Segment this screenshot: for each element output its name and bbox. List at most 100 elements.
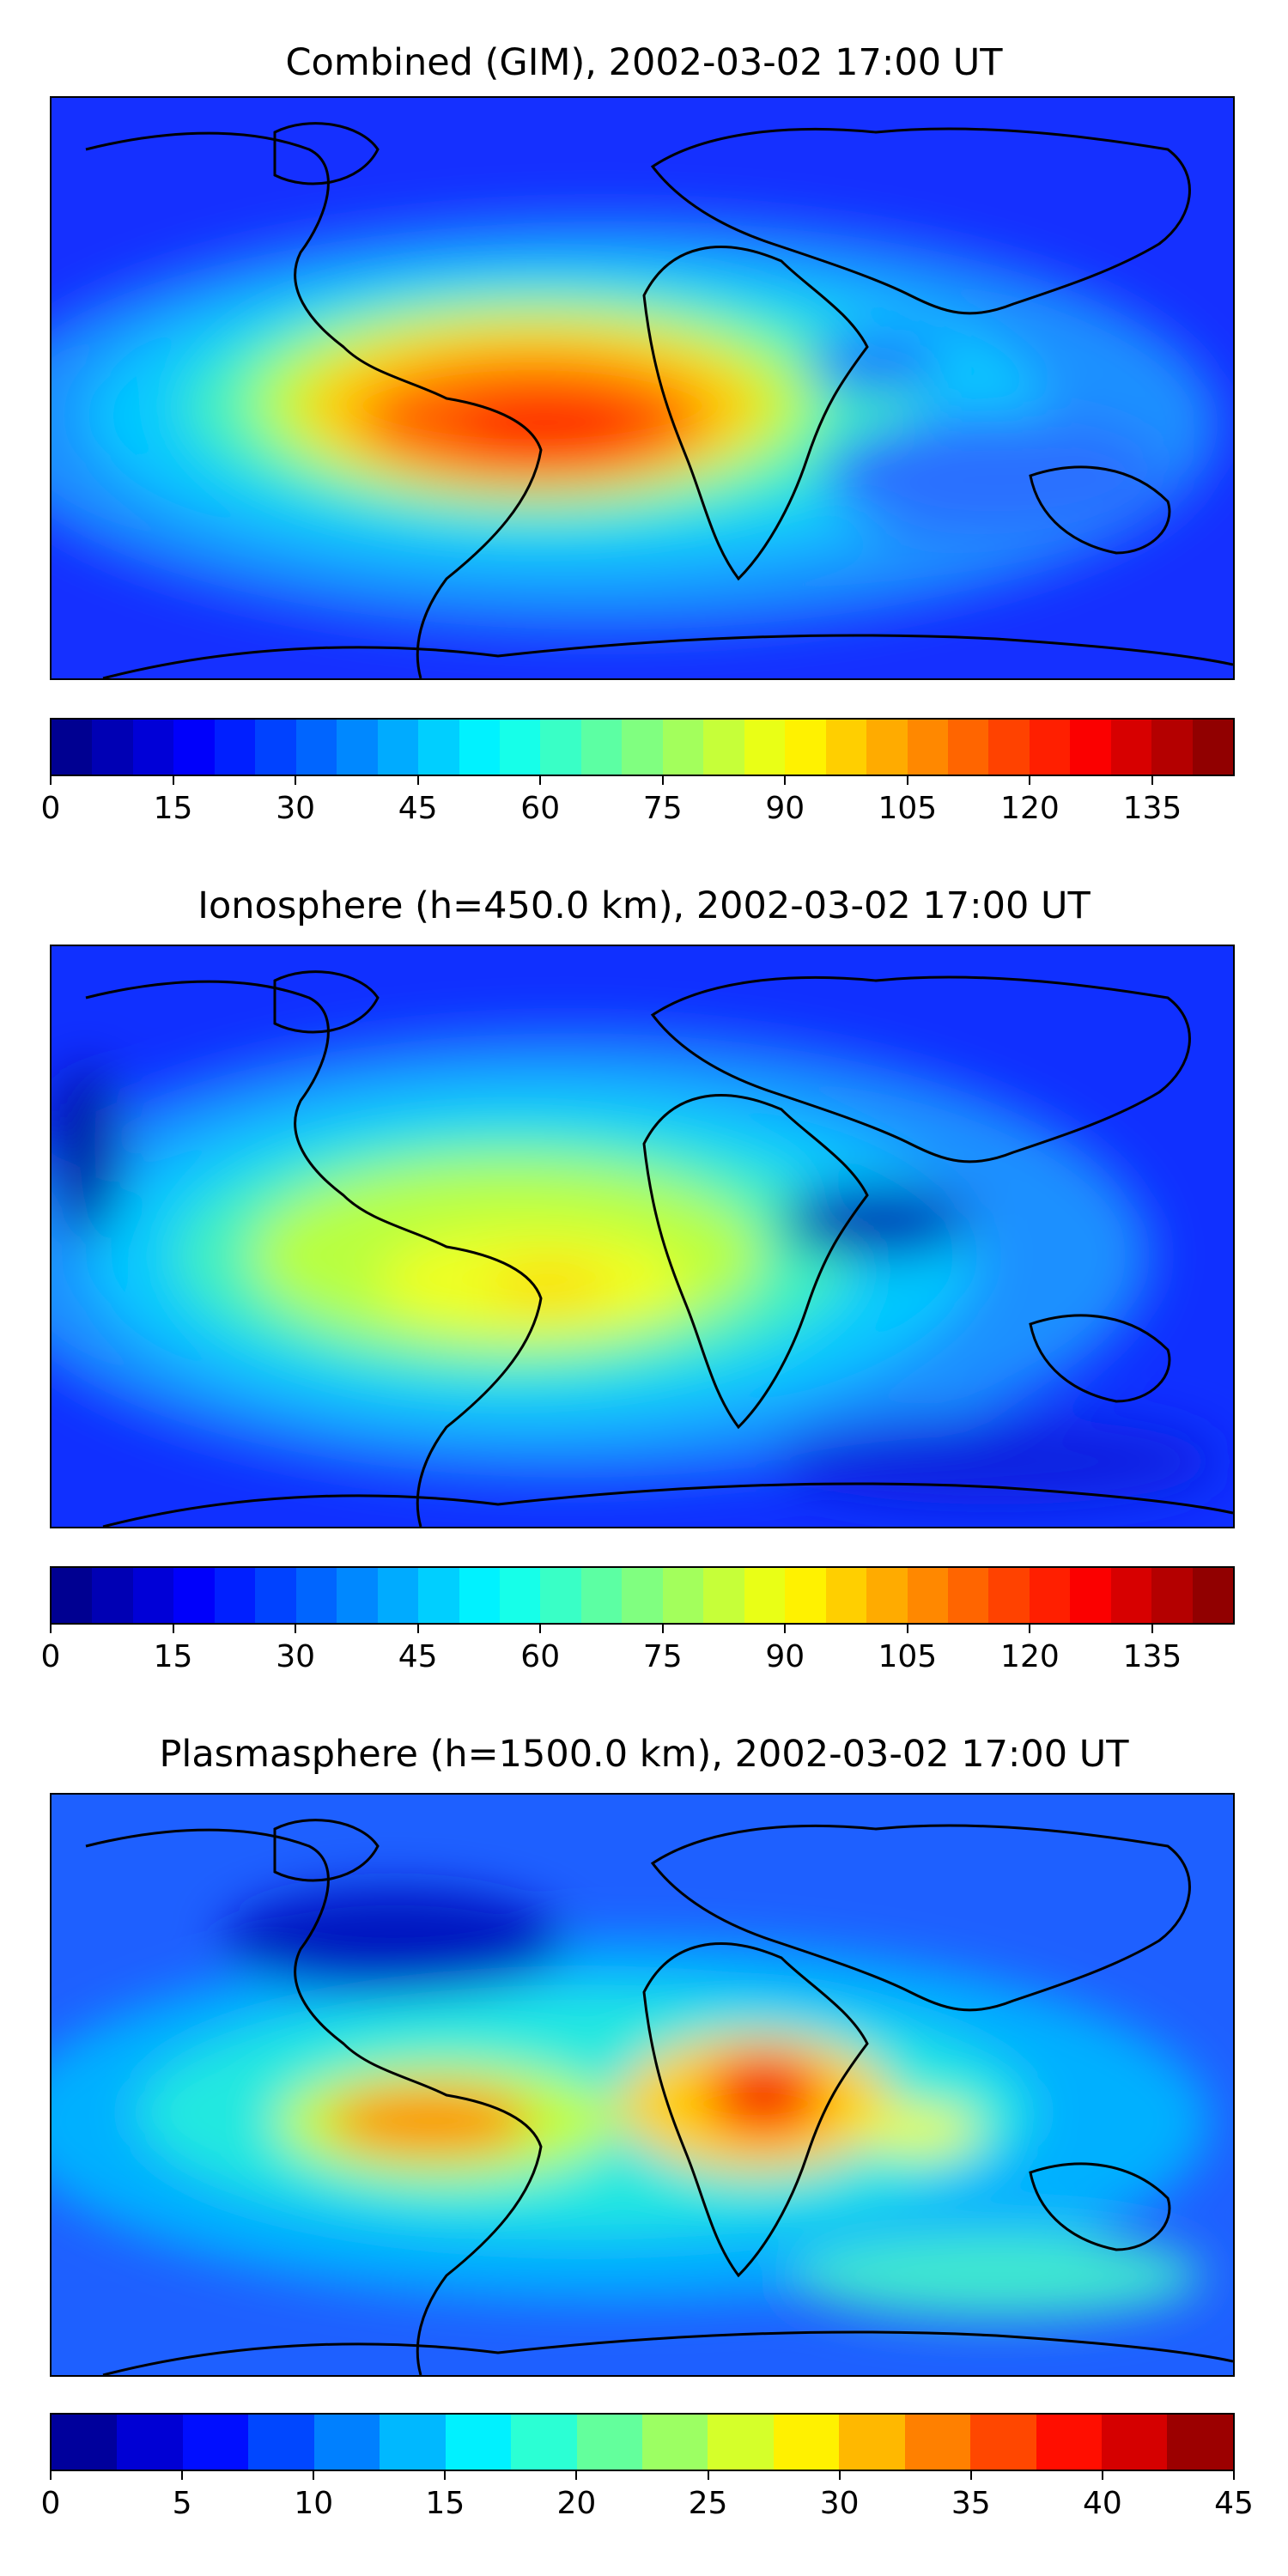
colorbar-segment bbox=[744, 720, 786, 775]
colorbar-tick bbox=[313, 2471, 315, 2480]
colorbar-tick-label: 20 bbox=[556, 2486, 597, 2521]
colorbar-segment bbox=[173, 1568, 215, 1623]
colorbar-segment bbox=[1029, 720, 1071, 775]
colorbar-segment bbox=[904, 2415, 971, 2470]
colorbar-segment bbox=[866, 720, 908, 775]
colorbar-segment bbox=[459, 1568, 500, 1623]
colorbar-tick-label: 105 bbox=[878, 791, 938, 826]
colorbar-segment bbox=[580, 720, 623, 775]
colorbar-segment bbox=[662, 1568, 704, 1623]
colorbar-segment bbox=[622, 720, 663, 775]
colorbar-segment bbox=[1102, 2415, 1168, 2470]
colorbar-tick bbox=[50, 2471, 52, 2480]
colorbar-tick-label: 0 bbox=[40, 2486, 61, 2521]
colorbar-tick-label: 45 bbox=[398, 791, 438, 826]
colorbar-segment bbox=[970, 2415, 1036, 2470]
colorbar-tick-label: 0 bbox=[40, 1639, 61, 1674]
colorbar-segment bbox=[1110, 720, 1152, 775]
colorbar-segment bbox=[418, 720, 459, 775]
colorbar-segment bbox=[1192, 1568, 1234, 1623]
colorbar-segment bbox=[173, 720, 215, 775]
panel-plasmasphere: Plasmasphere (h=1500.0 km), 2002-03-02 1… bbox=[0, 1717, 1288, 2576]
colorbar-tick bbox=[661, 1625, 664, 1633]
colorbar-tick bbox=[1101, 2471, 1103, 2480]
colorbar-tick bbox=[906, 1625, 908, 1633]
colorbar-segment bbox=[866, 1568, 908, 1623]
colorbar-tick-label: 135 bbox=[1122, 791, 1182, 826]
colorbar-tick-label: 15 bbox=[425, 2486, 465, 2521]
colorbar-tick bbox=[838, 2471, 841, 2480]
colorbar-tick bbox=[1151, 1625, 1153, 1633]
colorbar-segment bbox=[1036, 2415, 1102, 2470]
colorbar-tick-label: 15 bbox=[153, 791, 193, 826]
map-title: Ionosphere (h=450.0 km), 2002-03-02 17:0… bbox=[197, 884, 1091, 927]
colorbar-segment bbox=[907, 1568, 948, 1623]
colorbar-segment bbox=[540, 720, 581, 775]
colorbar-tick-label: 10 bbox=[294, 2486, 334, 2521]
colorbar-segment bbox=[825, 720, 867, 775]
colorbar-tick-label: 90 bbox=[765, 1639, 805, 1674]
map-plasmasphere bbox=[50, 1793, 1235, 2377]
colorbar-tick bbox=[444, 2471, 447, 2480]
colorbar-segment bbox=[380, 2415, 446, 2470]
colorbar-segment bbox=[459, 720, 500, 775]
colorbar-tick-label: 135 bbox=[1122, 1639, 1182, 1674]
colorbar-segment bbox=[540, 1568, 581, 1623]
colorbar-segment bbox=[1070, 720, 1111, 775]
colorbar bbox=[50, 2413, 1235, 2471]
colorbar-tick-label: 5 bbox=[172, 2486, 192, 2521]
colorbar-tick bbox=[784, 1625, 787, 1633]
colorbar-segment bbox=[773, 2415, 840, 2470]
colorbar-tick bbox=[575, 2471, 578, 2480]
colorbar-segment bbox=[248, 2415, 314, 2470]
colorbar-tick bbox=[295, 776, 297, 785]
colorbar-segment bbox=[703, 720, 744, 775]
colorbar-tick bbox=[416, 776, 419, 785]
colorbar-segment bbox=[377, 720, 419, 775]
colorbar-segment bbox=[52, 1568, 93, 1623]
colorbar-tick bbox=[969, 2471, 972, 2480]
colorbar-segment bbox=[988, 720, 1030, 775]
colorbar-tick-label: 120 bbox=[1000, 1639, 1060, 1674]
colorbar-segment bbox=[1070, 1568, 1111, 1623]
colorbar-tick-label: 0 bbox=[40, 791, 61, 826]
colorbar-segment bbox=[947, 720, 989, 775]
colorbar-segment bbox=[825, 1568, 867, 1623]
colorbar-segment bbox=[1110, 1568, 1152, 1623]
colorbar-tick bbox=[50, 776, 52, 785]
colorbar-segment bbox=[377, 1568, 419, 1623]
colorbar-tick-label: 45 bbox=[398, 1639, 438, 1674]
colorbar-tick-label: 90 bbox=[765, 791, 805, 826]
colorbar-segment bbox=[132, 1568, 174, 1623]
colorbar-segment bbox=[988, 1568, 1030, 1623]
colorbar-segment bbox=[92, 720, 133, 775]
colorbar-tick-label: 40 bbox=[1082, 2486, 1122, 2521]
panel-combined: Combined (GIM), 2002-03-02 17:00 UT bbox=[0, 0, 1288, 859]
colorbar-tick bbox=[707, 2471, 709, 2480]
colorbar-ticks: 0 5 10 15 20 25 30 35 40 45 bbox=[41, 2471, 1254, 2523]
map-combined bbox=[50, 96, 1235, 680]
colorbar-segment bbox=[313, 2415, 380, 2470]
colorbar-tick bbox=[1029, 776, 1031, 785]
colorbar-tick-label: 120 bbox=[1000, 791, 1060, 826]
colorbar-tick bbox=[181, 2471, 184, 2480]
colorbar-segment bbox=[337, 720, 378, 775]
colorbar-tick-label: 45 bbox=[1214, 2486, 1254, 2521]
colorbar-tick bbox=[1029, 1625, 1031, 1633]
colorbar-segment bbox=[708, 2415, 774, 2470]
colorbar-segment bbox=[576, 2415, 642, 2470]
colorbar-segment bbox=[703, 1568, 744, 1623]
colorbar-segment bbox=[1029, 1568, 1071, 1623]
colorbar-tick bbox=[1151, 776, 1153, 785]
colorbar-segment bbox=[744, 1568, 786, 1623]
colorbar-tick bbox=[539, 776, 542, 785]
colorbar-tick bbox=[1233, 2471, 1235, 2480]
map-title: Combined (GIM), 2002-03-02 17:00 UT bbox=[285, 41, 1003, 84]
colorbar-segment bbox=[418, 1568, 459, 1623]
colorbar-tick-label: 25 bbox=[688, 2486, 728, 2521]
colorbar-segment bbox=[662, 720, 704, 775]
colorbar-segment bbox=[92, 1568, 133, 1623]
coastlines bbox=[85, 970, 1233, 1527]
colorbar-segment bbox=[337, 1568, 378, 1623]
colorbar-tick-label: 30 bbox=[276, 791, 315, 826]
